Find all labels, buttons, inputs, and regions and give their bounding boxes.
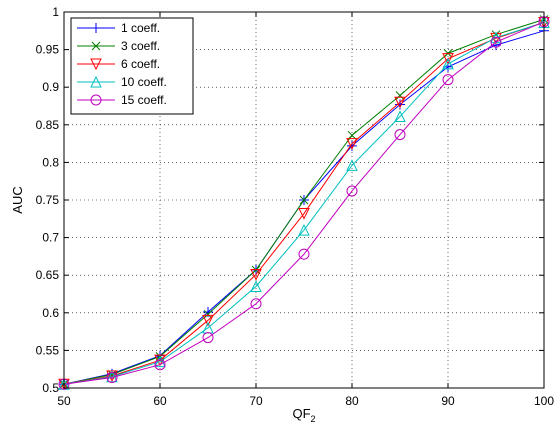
legend-marker <box>90 94 102 106</box>
data-point <box>154 355 166 368</box>
data-point <box>250 280 262 292</box>
data-point <box>202 332 214 344</box>
data-point <box>394 129 406 141</box>
data-point <box>299 195 309 205</box>
y-tick-label: 0.55 <box>36 343 60 357</box>
data-point <box>346 138 358 150</box>
data-point <box>442 57 454 70</box>
data-point <box>250 268 262 281</box>
legend-label: 3 coeff. <box>121 39 160 53</box>
data-point <box>394 96 406 109</box>
legend-label: 10 coeff. <box>121 75 167 89</box>
legend-entry: 15 coeff. <box>77 93 167 107</box>
legend-marker <box>91 41 101 51</box>
legend-marker <box>90 58 102 71</box>
legend-label: 6 coeff. <box>121 57 160 71</box>
y-tick-label: 0.7 <box>42 231 59 245</box>
x-tick-label: 80 <box>345 394 359 408</box>
data-point <box>490 36 502 48</box>
legend-marker <box>90 75 102 88</box>
legend-entry: 1 coeff. <box>77 21 160 35</box>
legend: 1 coeff. 3 coeff. 6 coeff. 10 coeff. 15 coef… <box>70 17 194 115</box>
y-tick-label: 0.9 <box>42 80 59 94</box>
series-line <box>63 22 545 385</box>
data-point <box>442 53 454 65</box>
series-5 <box>58 16 550 390</box>
series-line <box>63 22 545 385</box>
legend-label: 15 coeff. <box>121 93 167 107</box>
data-point <box>298 248 310 260</box>
x-axis-label: QF2 <box>292 406 315 424</box>
data-point <box>298 223 310 236</box>
data-point <box>250 298 262 310</box>
x-tick-label: 100 <box>534 394 554 408</box>
data-point <box>202 314 214 327</box>
legend-entry: 6 coeff. <box>77 57 160 71</box>
legend-entry: 10 coeff. <box>77 75 167 89</box>
y-tick-label: 0.6 <box>42 306 59 320</box>
y-tick-label: 0.85 <box>36 118 60 132</box>
legend-label: 1 coeff. <box>121 21 160 35</box>
legend-entry: 3 coeff. <box>77 39 160 53</box>
data-point <box>346 185 358 197</box>
data-point <box>298 208 310 220</box>
y-tick-label: 0.65 <box>36 268 60 282</box>
x-tick-label: 90 <box>441 394 455 408</box>
grid-lines <box>64 12 544 388</box>
y-axis-label: AUC <box>10 186 25 213</box>
y-tick-label: 0.5 <box>42 381 59 395</box>
x-axis-label-main: QF <box>292 406 310 421</box>
axis-ticks <box>63 11 545 389</box>
series-layer <box>58 15 550 391</box>
series-line <box>63 21 545 385</box>
y-tick-label: 1 <box>52 5 59 19</box>
data-point <box>347 130 357 140</box>
legend-marker <box>91 23 101 33</box>
x-tick-label: 70 <box>249 394 263 408</box>
x-axis-label-subscript: 2 <box>311 414 316 424</box>
y-tick-label: 0.75 <box>36 193 60 207</box>
y-tick-label: 0.8 <box>42 155 59 169</box>
x-tick-label: 50 <box>57 394 71 408</box>
x-tick-label: 60 <box>153 394 167 408</box>
data-point <box>106 371 118 383</box>
data-point <box>346 159 358 171</box>
data-point <box>394 110 406 123</box>
y-tick-label: 0.95 <box>36 43 60 57</box>
data-point <box>395 91 405 100</box>
data-point <box>154 359 166 371</box>
tick-labels: 50 60 70 80 90 100 0.5 0.55 0.6 0.65 0.7 0.75 0.8 0.8… <box>36 5 555 408</box>
data-point <box>203 309 213 319</box>
data-point <box>442 74 454 86</box>
